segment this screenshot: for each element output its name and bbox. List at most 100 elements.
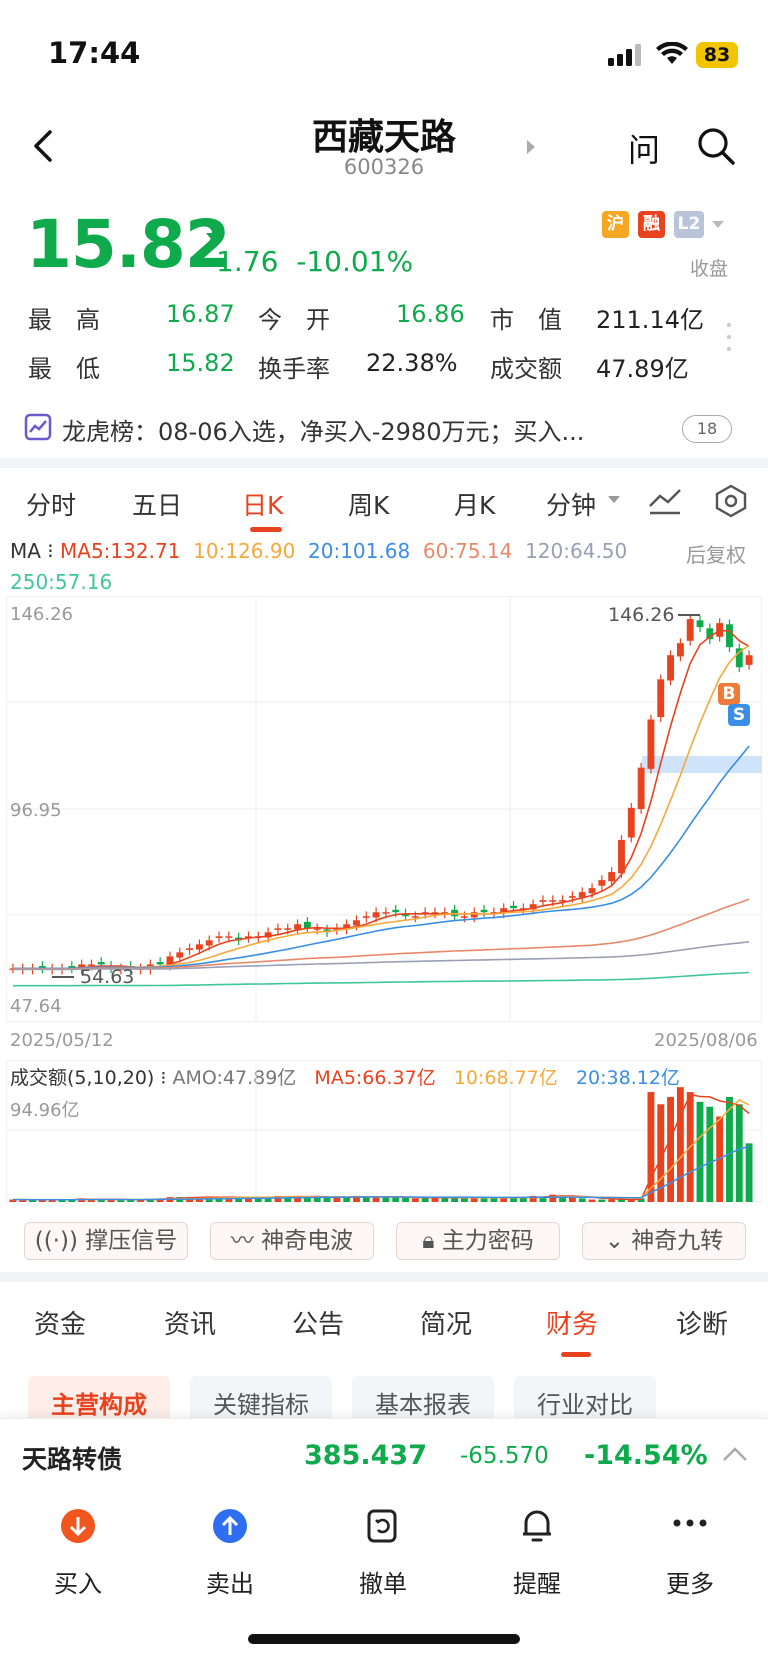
check-circle-icon: ⌄ [604, 1228, 632, 1254]
volume-bar [117, 1199, 125, 1202]
volume-bar [745, 1143, 753, 1202]
candle-body [480, 909, 488, 913]
candle-body [510, 905, 517, 909]
sell-signal-marker[interactable]: S [728, 704, 750, 726]
current-price: 15.82 [26, 206, 231, 283]
volume-bar [156, 1198, 164, 1202]
sell-icon[interactable] [212, 1508, 248, 1544]
volume-bar [38, 1199, 46, 1202]
tab-five-day[interactable]: 五日 [132, 491, 183, 520]
tab-timeshare[interactable]: 分时 [26, 491, 77, 520]
volume-bar [245, 1197, 252, 1202]
level2-tag[interactable]: L2 [674, 211, 704, 238]
draw-line-icon[interactable] [648, 486, 682, 516]
down-arrow-icon [206, 222, 224, 244]
signal-button-support[interactable]: ((·)) 撑压信号 [24, 1222, 188, 1260]
volume-bar [402, 1197, 409, 1202]
buy-icon[interactable] [60, 1508, 96, 1544]
candle-body [500, 908, 508, 914]
candle-body [667, 655, 675, 681]
tab-weekly-k[interactable]: 周K [348, 491, 390, 520]
stock-name: 西藏天路 [311, 117, 456, 158]
candle-body [431, 912, 439, 914]
battery-level: 83 [696, 42, 738, 68]
chevron-down-icon[interactable] [608, 496, 620, 504]
ma-line-250 [12, 971, 750, 987]
ma-legend[interactable]: MA ⁝ MA5:132.71 10:126.90 20:101.68 60:7… [10, 539, 628, 563]
home-indicator [248, 1634, 520, 1644]
tab-news[interactable]: 资讯 [164, 1310, 217, 1340]
tab-monthly-k[interactable]: 月K [454, 491, 496, 520]
candle-body [490, 912, 498, 914]
volume-bar [392, 1197, 400, 1202]
chevron-up-icon[interactable] [722, 1446, 748, 1462]
candle-body [706, 628, 714, 640]
longhu-text[interactable]: 龙虎榜：08-06入选，净买入-2980万元；买入... [62, 418, 585, 446]
volume-bar [696, 1101, 704, 1202]
cancel-order-icon[interactable] [366, 1508, 400, 1544]
candle-body [87, 964, 95, 966]
candle-body [657, 679, 665, 718]
candle-body [166, 956, 174, 966]
settings-hexagon-icon[interactable] [714, 484, 748, 518]
more-button[interactable]: 更多 [666, 1570, 714, 1598]
more-vertical-icon[interactable] [726, 322, 732, 352]
tab-funds[interactable]: 资金 [34, 1310, 87, 1340]
stat-label-open: 今 开 [258, 306, 330, 334]
trend-chart-icon [24, 413, 52, 441]
volume-bar [127, 1200, 135, 1202]
convertible-bond-bar[interactable] [0, 1418, 768, 1493]
cancel-order-button[interactable]: 撤单 [359, 1570, 407, 1598]
candle-body [274, 928, 282, 930]
candle-body [745, 655, 753, 665]
high-marker-line [678, 614, 700, 616]
more-icon[interactable] [672, 1518, 708, 1528]
longhu-count[interactable]: 18 [682, 415, 732, 443]
tab-diagnosis[interactable]: 诊断 [676, 1310, 729, 1340]
candle-body [618, 839, 625, 874]
tab-minute[interactable]: 分钟 [546, 491, 597, 520]
tab-finance[interactable]: 财务 [546, 1310, 599, 1340]
buy-button[interactable]: 买入 [54, 1570, 102, 1598]
tab-announcements[interactable]: 公告 [292, 1310, 345, 1340]
next-stock-icon[interactable] [526, 139, 536, 155]
signal-button-password[interactable]: 🔒︎ 主力密码 [396, 1222, 560, 1260]
volume-bar [372, 1197, 380, 1202]
kline-chart[interactable] [6, 596, 762, 1022]
volume-bar [510, 1197, 517, 1202]
price-band [642, 756, 762, 773]
tab-profile[interactable]: 简况 [420, 1310, 473, 1340]
volume-bar [480, 1197, 488, 1202]
alert-button[interactable]: 提醒 [513, 1570, 561, 1598]
search-icon[interactable] [696, 126, 736, 166]
volume-bar [107, 1199, 115, 1202]
volume-legend[interactable]: 成交额(5,10,20) ⁝ AMO:47.89亿 MA5:66.37亿 10:… [10, 1067, 680, 1089]
volume-bar [470, 1197, 478, 1202]
volume-bar [362, 1196, 370, 1202]
volume-bar [588, 1199, 596, 1202]
candle-body [186, 948, 194, 950]
sell-button[interactable]: 卖出 [206, 1570, 254, 1598]
volume-chart[interactable] [6, 1060, 762, 1202]
candle-body [608, 872, 616, 882]
candle-body [578, 892, 586, 898]
candle-body [284, 928, 292, 930]
buy-signal-marker[interactable]: B [718, 683, 740, 705]
volume-bar [578, 1198, 586, 1202]
candle-body [411, 916, 419, 918]
ask-button[interactable]: 问 [628, 131, 661, 169]
volume-bar [568, 1197, 576, 1202]
volume-bar [353, 1195, 360, 1202]
tab-daily-k[interactable]: 日K [242, 491, 284, 520]
bell-icon[interactable] [520, 1506, 554, 1544]
candle-body [519, 908, 527, 910]
signal-button-nine[interactable]: ⌄ 神奇九转 [582, 1222, 746, 1260]
candle-body [549, 900, 557, 902]
signal-button-wave[interactable]: 〰 神奇电波 [210, 1222, 374, 1260]
date-axis-start: 2025/05/12 [10, 1030, 114, 1051]
back-icon[interactable] [30, 128, 56, 164]
adjust-mode[interactable]: 后复权 [686, 543, 746, 567]
chevron-down-icon[interactable] [712, 221, 724, 229]
candle-body [68, 966, 76, 969]
volume-bar [284, 1196, 292, 1202]
